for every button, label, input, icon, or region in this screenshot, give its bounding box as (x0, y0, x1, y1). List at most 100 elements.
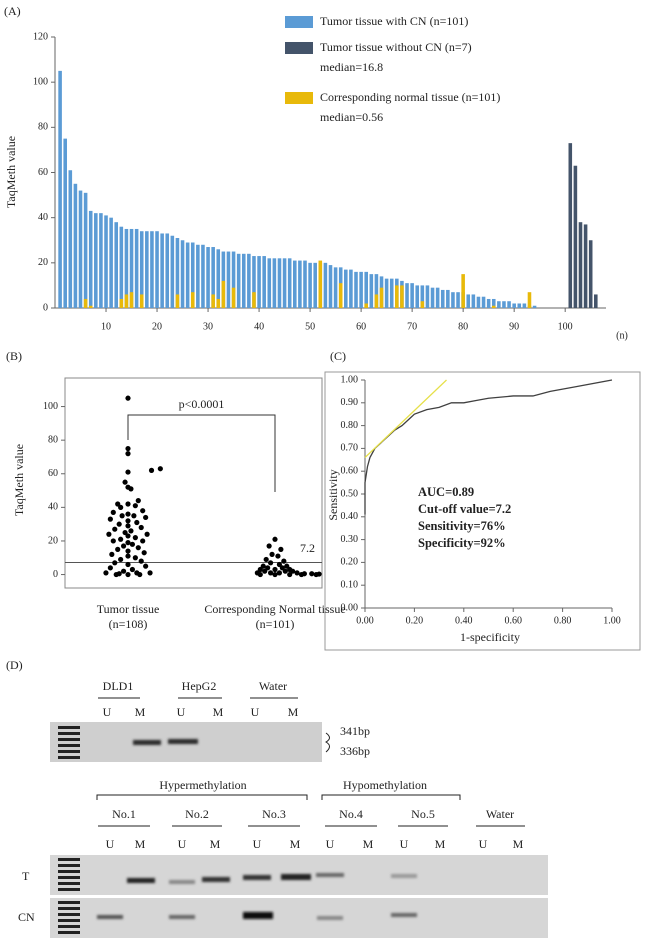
point (125, 571, 131, 578)
bar (155, 231, 159, 308)
legend-label: Tumor tissue with CN (n=101) (320, 14, 468, 28)
bar (119, 298, 124, 308)
x-tick-label: 0.00 (356, 615, 374, 626)
point (144, 531, 150, 537)
point (135, 545, 141, 551)
y-tick-label: 0.20 (341, 557, 359, 568)
roc-line (364, 379, 447, 458)
annotation: median=16.8 (320, 60, 383, 74)
bar (221, 280, 226, 308)
point (282, 568, 288, 574)
point (141, 550, 147, 556)
x-tick-label: (n=101) (256, 617, 295, 631)
sample-label: No.2 (185, 807, 209, 821)
legend-swatch (285, 16, 313, 28)
point (107, 516, 113, 522)
lane-label: U (103, 705, 112, 719)
bar (425, 285, 430, 308)
bar (287, 258, 292, 308)
point (112, 526, 118, 532)
bar (410, 283, 414, 308)
point (276, 561, 283, 568)
point (110, 538, 116, 544)
point (129, 541, 136, 547)
bar (568, 143, 573, 308)
bar (420, 301, 425, 308)
bar (456, 292, 460, 308)
point (267, 560, 274, 566)
bar (247, 253, 251, 308)
lane-label: U (326, 837, 335, 851)
bar (420, 285, 425, 308)
panel-label: (B) (6, 349, 22, 363)
point (262, 568, 268, 574)
panel-b-frame (64, 377, 323, 589)
bar (395, 285, 399, 308)
bar (231, 251, 236, 308)
gel-image (50, 898, 548, 938)
point (140, 508, 146, 514)
point (125, 540, 131, 546)
x-tick-label: 10 (101, 321, 111, 332)
point (276, 570, 283, 576)
point (134, 519, 140, 526)
bar (124, 228, 129, 308)
bar (211, 247, 215, 308)
legend-swatch (285, 42, 313, 54)
lane-label: M (288, 705, 299, 719)
point (125, 548, 131, 554)
bar (282, 258, 287, 308)
y-tick-label: 0 (53, 569, 58, 580)
point (287, 571, 293, 578)
bar (58, 70, 62, 308)
y-tick-label: 0.60 (341, 465, 359, 476)
bar (139, 231, 144, 308)
x-tick-label: 0.80 (554, 615, 572, 626)
bar (588, 240, 593, 308)
legend-swatch (285, 92, 313, 104)
bar (583, 224, 588, 308)
x-tick-label: 30 (203, 321, 213, 332)
annotation: AUC=0.89 (418, 485, 474, 499)
bar (451, 292, 455, 308)
point (294, 570, 300, 576)
bar (461, 274, 465, 308)
bar (83, 298, 88, 308)
bar (359, 271, 363, 308)
point (112, 560, 118, 566)
bar (68, 170, 73, 308)
lane-label: U (251, 705, 260, 719)
point (257, 566, 263, 573)
point (116, 521, 122, 527)
y-tick-label: 0.90 (341, 397, 359, 408)
point (125, 561, 131, 568)
y-axis-label: TaqMeth value (12, 444, 26, 516)
point (309, 571, 315, 577)
point (122, 529, 128, 536)
panel-c-frame (324, 371, 641, 651)
group-label: Hypomethylation (343, 778, 427, 792)
point (272, 566, 278, 573)
bar (384, 278, 389, 308)
point (275, 553, 281, 559)
y-tick-label: 20 (48, 535, 58, 546)
bar (139, 294, 144, 308)
bar (211, 294, 215, 308)
bar (440, 289, 445, 308)
bar (405, 283, 409, 308)
ladder (58, 726, 80, 759)
bar (435, 287, 440, 308)
point (135, 498, 141, 504)
bar (216, 298, 221, 308)
x-tick-label: 0.60 (504, 615, 522, 626)
point (263, 556, 269, 563)
bar (124, 294, 129, 308)
gel-bands (133, 739, 198, 745)
point (278, 546, 284, 552)
lane-label: U (177, 705, 186, 719)
point (125, 518, 131, 524)
point (106, 531, 112, 537)
bar (180, 240, 185, 308)
legend-label: Corresponding normal tissue (n=101) (320, 90, 500, 104)
point (107, 565, 113, 571)
